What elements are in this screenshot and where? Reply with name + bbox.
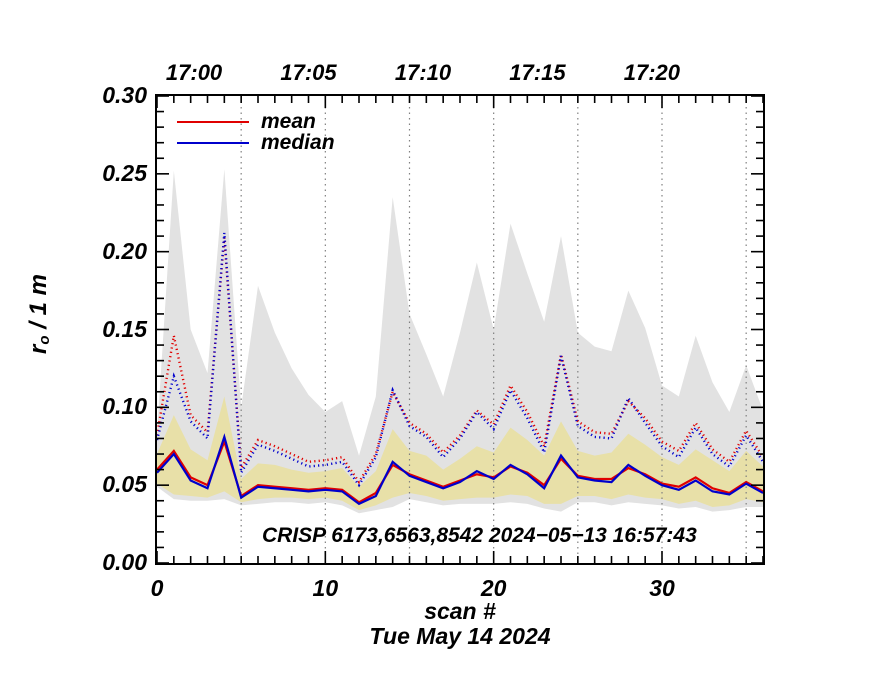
legend-swatch-mean-icon [177,120,249,123]
x-tick-label-20: 20 [480,575,507,601]
legend-swatch-median-icon [177,141,249,144]
time-tick-label-17-10: 17:10 [394,60,452,85]
y-tick-label-0.15: 0.15 [102,315,147,342]
x-axis-tick-labels: 0 10 20 30 [151,575,765,607]
legend-label-median: median [261,130,335,154]
time-tick-label-17-20: 17:20 [623,60,681,85]
y-axis-title-subscript: o [36,335,53,345]
x-tick-label-30: 30 [649,575,675,601]
x-tick-label-10: 10 [312,575,339,601]
time-tick-label-17-05: 17:05 [280,60,337,85]
time-tick-label-17-00: 17:00 [165,60,223,85]
legend-item-mean: mean [177,111,407,132]
x-tick-label-0: 0 [150,575,164,601]
y-axis-title-units: / 1 m [25,274,52,336]
legend: mean median [177,111,407,153]
top-time-axis-labels: 17:00 17:05 17:10 17:15 17:20 [155,60,765,90]
series-mean-upper-dotted [157,237,763,485]
legend-item-median: median [177,132,407,153]
y-axis-title-symbol: r [25,344,52,354]
y-tick-label-0.05: 0.05 [102,471,147,498]
tick-marks [157,96,763,563]
legend-label-mean: mean [261,109,316,133]
plot-area: mean median CRISP 6173,6563,8542 2024−05… [155,94,765,565]
plot-annotation: CRISP 6173,6563,8542 2024−05−13 16:57:43 [262,524,697,547]
series-mean-line [157,438,763,504]
series-median-line [157,433,763,506]
y-axis-title: ro / 1 m [25,239,53,389]
x-axis-title: scan # [424,598,496,624]
y-tick-label-0.30: 0.30 [102,82,147,108]
series-median-upper-dotted [157,232,763,488]
y-tick-label-0.25: 0.25 [102,159,147,186]
chart-svg [157,96,763,563]
y-tick-label-0.00: 0.00 [102,549,147,575]
y-axis-tick-labels: 0.00 0.05 0.10 0.15 0.20 0.25 0.30 [75,82,147,575]
x-axis-date-label: Tue May 14 2024 [369,623,551,649]
minmax-band [157,169,763,514]
time-tick-label-17-15: 17:15 [509,60,566,85]
y-tick-label-0.10: 0.10 [102,393,147,420]
y-tick-label-0.20: 0.20 [102,237,147,264]
